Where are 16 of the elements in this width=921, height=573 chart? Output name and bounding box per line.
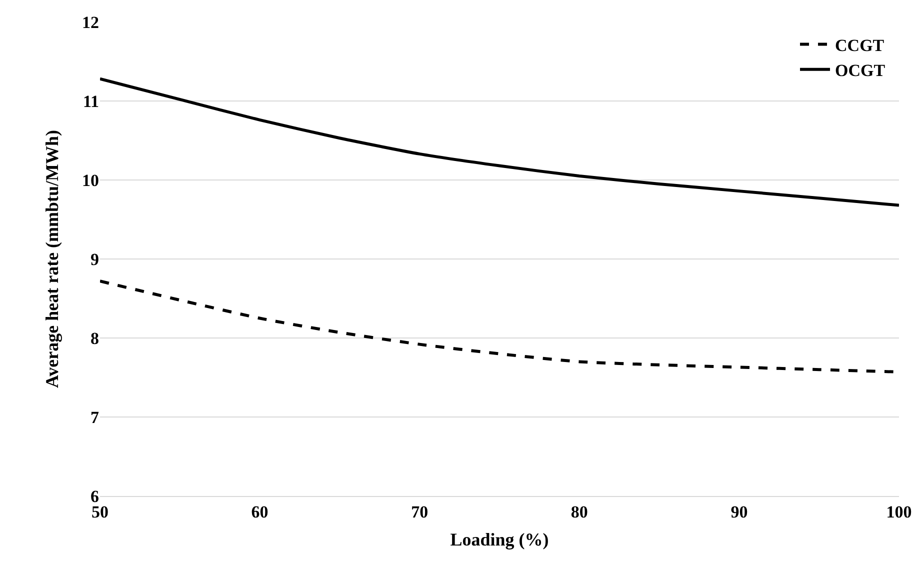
y-axis-title: Average heat rate (mmbtu/MWh): [42, 130, 62, 388]
y-tick-label: 7: [90, 408, 100, 427]
x-tick-label: 80: [570, 502, 588, 522]
y-tick-label: 9: [90, 250, 99, 269]
legend-label: CCGT: [835, 36, 885, 55]
y-tick-label: 8: [90, 328, 99, 348]
x-tick-label: 70: [411, 502, 428, 522]
x-axis-title: Loading (%): [450, 530, 549, 550]
x-tick-label: 90: [730, 502, 748, 522]
x-tick-label: 60: [251, 502, 268, 522]
x-tick-label: 100: [886, 502, 912, 522]
y-tick-label: 12: [82, 12, 99, 32]
y-tick-label: 10: [82, 170, 99, 190]
legend-label: OCGT: [835, 61, 886, 80]
line-series: [100, 77, 899, 207]
y-tick-label: 11: [82, 92, 99, 111]
